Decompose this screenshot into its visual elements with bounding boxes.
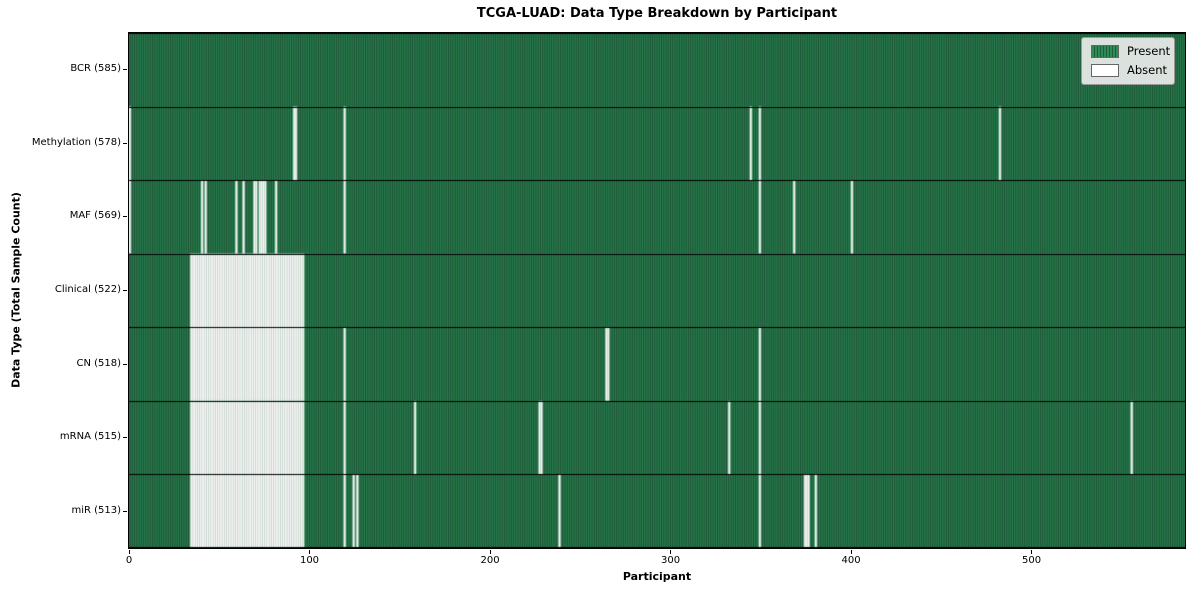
- plot-canvas: [128, 32, 1186, 549]
- row-label-mrna: mRNA (515): [59, 431, 121, 443]
- x-tick-mark: [670, 550, 672, 554]
- x-tick-label: 0: [125, 555, 133, 566]
- row-label-maf: MAF (569): [69, 210, 121, 222]
- row-label-cn: CN (518): [76, 357, 121, 369]
- x-tick-mark: [1031, 550, 1033, 554]
- row-label-methylation: Methylation (578): [31, 136, 121, 148]
- legend-swatch-icon: [1091, 45, 1119, 58]
- x-tick-mark: [489, 550, 491, 554]
- x-tick-label: 100: [299, 555, 320, 566]
- x-tick-label: 300: [660, 555, 681, 566]
- y-tick-mark: [123, 363, 127, 365]
- row-label-mir: miR (513): [71, 504, 121, 516]
- x-tick-mark: [850, 550, 852, 554]
- x-tick-mark: [309, 550, 310, 554]
- x-tick-label: 500: [1022, 555, 1042, 566]
- y-tick-mark: [123, 69, 127, 71]
- row-label-bcr: BCR (585): [70, 63, 121, 75]
- y-tick-mark: [123, 437, 127, 439]
- x-tick-mark: [128, 550, 130, 554]
- y-tick-mark: [123, 290, 127, 291]
- legend-item-absent: Absent: [1091, 63, 1168, 77]
- legend-label: Absent: [1127, 63, 1168, 77]
- x-tick-label: 400: [841, 555, 861, 566]
- legend-swatch-icon: [1091, 64, 1119, 77]
- y-tick-mark: [123, 142, 127, 144]
- legend-item-present: Present: [1091, 45, 1170, 58]
- y-tick-mark: [123, 216, 127, 218]
- x-axis-label: Participant: [622, 570, 692, 583]
- legend-label: Present: [1127, 44, 1171, 58]
- row-label-clinical: Clinical (522): [54, 284, 121, 295]
- x-tick-label: 200: [480, 555, 500, 566]
- y-tick-mark: [123, 510, 127, 512]
- chart-title: TCGA-LUAD: Data Type Breakdown by Partic…: [476, 6, 838, 21]
- legend: Present Absent: [1081, 37, 1175, 85]
